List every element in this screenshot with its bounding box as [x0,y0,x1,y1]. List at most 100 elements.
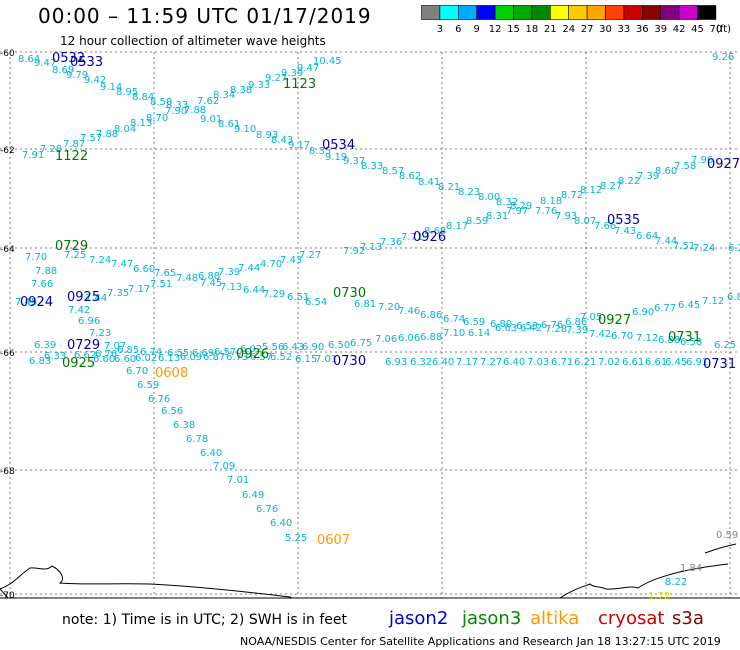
swh-value: 10.45 [313,56,342,67]
swh-value: 6.56 [161,406,183,417]
swh-value: 8.23 [458,187,480,198]
track-time-label: 0730 [333,354,366,369]
swh-value: 6.44 [243,285,265,296]
swh-value: 6.91 [686,357,708,368]
colorbar-tick: 12 [489,24,502,35]
swh-value: 8.95 [116,87,138,98]
swh-value: 7.13 [360,242,382,253]
coastline-east-1 [559,563,729,599]
swh-value: 8.64 [18,54,40,65]
swh-value: 6.77 [654,303,676,314]
swh-value: 6.88 [658,335,680,346]
swh-value: 6.83 [29,356,51,367]
swh-value: 6.39 [34,340,56,351]
swh-value: 6.59 [463,317,485,328]
swh-value: 8.33 [166,100,188,111]
swh-value: 6.76 [95,349,117,360]
swh-value: 7.05 [580,312,602,323]
colorbar-tick: 15 [507,24,520,35]
swh-value: 7.27 [299,250,321,261]
track-time-label: 0731 [668,330,701,345]
swh-value: 9.01 [200,114,222,125]
swh-value: 6.40 [200,448,222,459]
swh-value: 7.06 [375,334,397,345]
coastline-east-2 [704,543,737,554]
page-title: 00:00 – 11:59 UTC 01/17/2019 [38,4,372,28]
swh-value: 6.76 [256,504,278,515]
swh-value: 7.88 [184,105,206,116]
legend-cryosat: cryosat [598,608,665,629]
swh-value: 8.60 [655,166,677,177]
colorbar-tick: 3 [437,24,443,35]
track-time-label: 0731 [703,357,736,372]
swh-value: 8.41 [418,177,440,188]
swh-value: 7.57 [80,133,102,144]
track-time-label: 1123 [283,77,316,92]
swh-value: 6.88 [420,332,442,343]
swh-value: 7.43 [280,255,302,266]
swh-value: 7.39 [566,325,588,336]
swh-value: 6.25 [714,340,736,351]
swh-value: 8.21 [438,182,460,193]
swh-value: 6.13 [158,353,180,364]
swh-value: 6.61 [622,357,644,368]
swh-value: 6.33 [44,351,66,362]
swh-value: 7.91 [22,150,44,161]
swh-value: 8.04 [114,124,136,135]
track-time-label: 0534 [322,138,355,153]
swh-value: 7.46 [398,306,420,317]
swh-value: 9.10 [234,124,256,135]
swh-value: 6.89 [727,292,740,303]
swh-value: 7.39 [218,267,240,278]
swh-value: 8.34 [213,90,235,101]
swh-value: 6.69 [192,348,214,359]
track-time-label: 0926 [413,230,446,245]
swh-value: 7.07 [104,341,126,352]
track-time-label: 0730 [333,286,366,301]
page-subtitle: 12 hour collection of altimeter wave hei… [60,34,326,48]
swh-value: 8.57 [382,166,404,177]
swh-value: 8.18 [540,196,562,207]
swh-value: 6.74 [140,347,162,358]
swh-value: 6.64 [636,231,658,242]
y-tick-label: -64 [0,245,15,255]
swh-value: 6.80 [490,319,512,330]
swh-value: 7.43 [614,226,636,237]
swh-value: 9.42 [84,75,106,86]
swh-value: 6.73 [226,352,248,363]
swh-value: 7.24 [89,255,111,266]
track-time-label: 0927 [707,157,740,172]
y-tick-label: -60 [0,49,15,59]
swh-value: 7.23 [89,328,111,339]
swh-value: 8.84 [132,92,154,103]
swh-value: 9.39 [281,68,303,79]
swh-value: 8.93 [256,130,278,141]
swh-value: 6.09 [180,352,202,363]
swh-value: 6.60 [133,264,155,275]
swh-value: 6.90 [302,342,324,353]
swh-value: 7.03 [527,357,549,368]
swh-value: 7.88 [35,266,57,277]
swh-value: 7.13 [220,282,242,293]
swh-value: 8.31 [486,211,508,222]
swh-value: 6.54 [305,297,327,308]
swh-value: 6.96 [78,316,100,327]
swh-value: 6.52 [270,352,292,363]
swh-value: 8.00 [478,192,500,203]
swh-value: 7.51 [150,279,172,290]
swh-value: 8.50 [150,97,172,108]
swh-value: 6.49 [242,490,264,501]
track-time-label: 0925 [62,356,95,371]
swh-value: 7.39 [637,171,659,182]
swh-value: 6.61 [645,357,667,368]
swh-value: 6.32 [410,357,432,368]
colorbar-tick: 39 [654,24,667,35]
swh-value: 6.15 [295,354,317,365]
swh-value: 7.47 [111,259,133,270]
swh-value: 6.62 [74,350,96,361]
track-time-label: 0535 [607,213,640,228]
swh-value: 7.20 [378,302,400,313]
colorbar-tick: 36 [636,24,649,35]
swh-value: 7.02 [598,357,620,368]
swh-value: 6.50 [328,340,350,351]
